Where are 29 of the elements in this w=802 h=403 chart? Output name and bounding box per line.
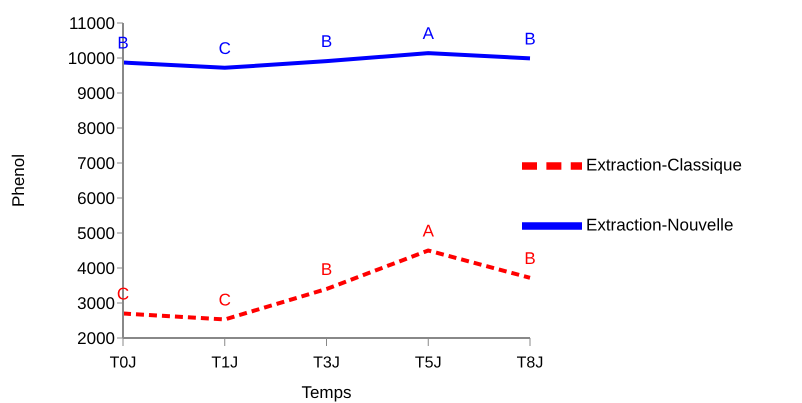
- annotation: C: [218, 290, 231, 310]
- y-tick-label: 8000: [77, 119, 115, 138]
- y-tick-label: 6000: [77, 189, 115, 208]
- x-tick-label: T5J: [414, 354, 442, 372]
- annotation: C: [116, 284, 130, 304]
- x-axis-title: Temps: [301, 383, 352, 402]
- annotation: B: [320, 260, 332, 279]
- annotation: B: [117, 34, 129, 53]
- x-tick-label: T3J: [313, 354, 340, 372]
- y-tick-label: 7000: [77, 154, 115, 174]
- y-tick-label: 3000: [77, 294, 115, 314]
- y-tick-label: 11000: [68, 14, 115, 34]
- annotation: B: [524, 248, 536, 268]
- annotation: B: [320, 32, 332, 52]
- annotation: A: [422, 222, 435, 240]
- x-tick-label: T0J: [110, 354, 136, 372]
- y-tick-label: 4000: [77, 259, 115, 278]
- x-tick-label: T1J: [211, 354, 238, 372]
- x-tick-label: T8J: [516, 354, 544, 372]
- y-tick-label: 10000: [68, 49, 115, 68]
- y-axis-title: Phenol: [9, 154, 28, 207]
- annotation: C: [218, 38, 231, 58]
- y-tick-label: 5000: [77, 224, 115, 244]
- legend-label: Extraction-Classique: [586, 155, 742, 174]
- annotation: A: [422, 24, 435, 44]
- y-tick-label: 9000: [77, 84, 115, 104]
- annotation: B: [524, 29, 536, 48]
- y-tick-label: 2000: [77, 329, 115, 348]
- legend-label: Extraction-Nouvelle: [586, 215, 734, 234]
